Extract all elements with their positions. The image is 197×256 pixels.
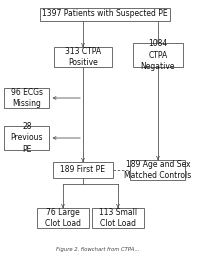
Text: 189 Age and Sex
Matched Controls: 189 Age and Sex Matched Controls xyxy=(124,160,192,180)
FancyBboxPatch shape xyxy=(54,47,112,67)
FancyBboxPatch shape xyxy=(133,43,183,67)
Text: 76 Large
Clot Load: 76 Large Clot Load xyxy=(45,208,81,228)
Text: 28
Previous
PE: 28 Previous PE xyxy=(11,122,43,154)
Text: 1084
CTPA
Negative: 1084 CTPA Negative xyxy=(141,39,175,71)
FancyBboxPatch shape xyxy=(5,88,49,108)
FancyBboxPatch shape xyxy=(5,126,49,150)
Text: Figure 2. flowchart from CTPA...: Figure 2. flowchart from CTPA... xyxy=(56,247,140,251)
Text: 96 ECGs
Missing: 96 ECGs Missing xyxy=(11,88,43,108)
FancyBboxPatch shape xyxy=(130,160,186,180)
Text: 313 CTPA
Positive: 313 CTPA Positive xyxy=(65,47,101,67)
Text: 113 Small
Clot Load: 113 Small Clot Load xyxy=(99,208,137,228)
Text: 1397 Patients with Suspected PE: 1397 Patients with Suspected PE xyxy=(42,9,168,18)
FancyBboxPatch shape xyxy=(53,162,113,178)
FancyBboxPatch shape xyxy=(37,208,89,228)
FancyBboxPatch shape xyxy=(40,7,170,20)
Text: 189 First PE: 189 First PE xyxy=(60,165,106,175)
FancyBboxPatch shape xyxy=(92,208,144,228)
